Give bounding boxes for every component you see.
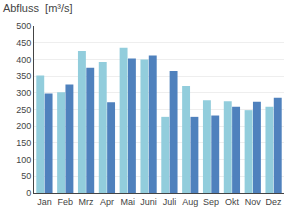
svg-text:Abfluss [m³/s]: Abfluss [m³/s] — [3, 2, 73, 14]
svg-text:Feb: Feb — [57, 197, 73, 207]
svg-text:Okt: Okt — [225, 197, 240, 207]
svg-text:150: 150 — [16, 138, 31, 148]
svg-text:300: 300 — [16, 88, 31, 98]
svg-text:Mrz: Mrz — [79, 197, 94, 207]
svg-text:Jan: Jan — [37, 197, 52, 207]
svg-text:0: 0 — [26, 188, 31, 198]
svg-text:Mai: Mai — [120, 197, 135, 207]
svg-text:400: 400 — [16, 55, 31, 65]
svg-text:Juni: Juni — [140, 197, 157, 207]
svg-text:Nov: Nov — [245, 197, 262, 207]
svg-text:Aug: Aug — [182, 197, 198, 207]
svg-text:Juli: Juli — [163, 197, 177, 207]
svg-text:450: 450 — [16, 38, 31, 48]
svg-text:Dez: Dez — [266, 197, 283, 207]
svg-text:250: 250 — [16, 105, 31, 115]
svg-text:200: 200 — [16, 121, 31, 131]
svg-text:Sep: Sep — [203, 197, 219, 207]
svg-text:50: 50 — [21, 171, 31, 181]
svg-text:500: 500 — [16, 21, 31, 31]
svg-text:350: 350 — [16, 71, 31, 81]
svg-text:Apr: Apr — [100, 197, 114, 207]
svg-text:100: 100 — [16, 155, 31, 165]
